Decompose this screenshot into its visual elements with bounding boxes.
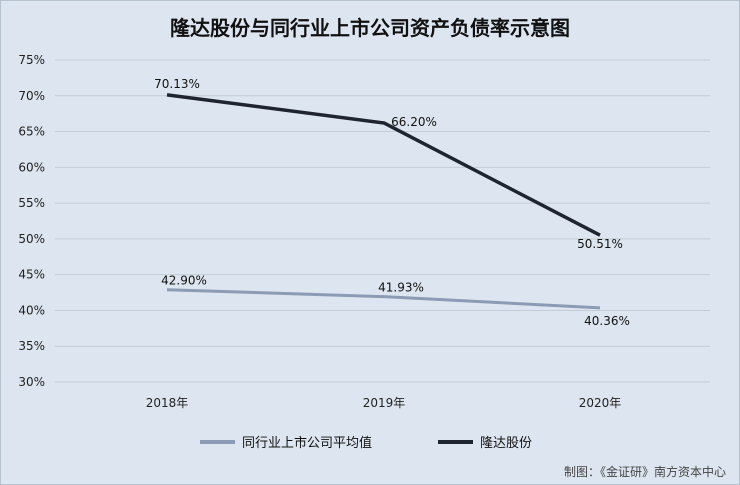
data-label: 70.13% [154, 77, 200, 91]
series-lines [166, 93, 601, 310]
y-tick-label: 70% [18, 89, 45, 103]
x-tick-label: 2018年 [146, 396, 189, 410]
y-tick-label: 50% [18, 232, 45, 246]
data-label: 42.90% [161, 274, 207, 288]
x-tick-label: 2019年 [363, 396, 406, 410]
data-label: 50.51% [577, 237, 623, 251]
source-note: 制图：《金证研》南方资本中心 [564, 464, 726, 479]
y-tick-label: 60% [18, 160, 45, 174]
series-line-1 [166, 93, 601, 237]
series-line-0 [166, 288, 601, 310]
data-labels: 42.90% 41.93% 40.36% 70.13% 66.20% 50.51% [154, 77, 630, 328]
y-tick-label: 55% [18, 196, 45, 210]
legend-label: 隆达股份 [480, 436, 532, 451]
x-axis: 2018年 2019年 2020年 [146, 396, 622, 410]
data-label: 41.93% [378, 281, 424, 295]
legend-label: 同行业上市公司平均值 [242, 435, 372, 451]
y-tick-label: 45% [18, 268, 45, 282]
y-axis: 30% 35% 40% 45% 50% 55% 60% 65% 70% 75% [18, 53, 45, 389]
y-tick-label: 30% [18, 375, 45, 389]
chart-title: 隆达股份与同行业上市公司资产负债率示意图 [170, 16, 570, 40]
y-tick-label: 35% [18, 339, 45, 353]
y-tick-label: 75% [18, 53, 45, 67]
legend: 同行业上市公司平均值 隆达股份 [200, 435, 532, 451]
gridlines [55, 59, 710, 383]
y-tick-label: 65% [18, 125, 45, 139]
x-tick-label: 2020年 [579, 396, 622, 410]
data-label: 66.20% [391, 115, 437, 129]
data-label: 40.36% [584, 314, 630, 328]
y-tick-label: 40% [18, 303, 45, 317]
